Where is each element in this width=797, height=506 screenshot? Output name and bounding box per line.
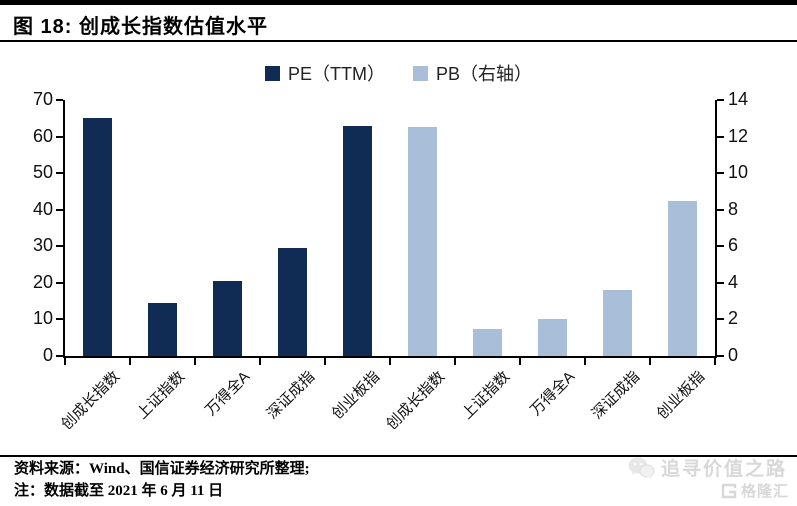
x-axis-tick [714, 358, 716, 365]
x-axis-label: 创业板指 [654, 368, 709, 423]
y-axis-right-tick-label: 10 [728, 162, 749, 183]
y-axis-left-tick [56, 318, 63, 321]
y-axis-right-tick [717, 318, 724, 321]
x-axis-tick [519, 358, 521, 365]
watermark-account-name: 追寻价值之路 [660, 459, 787, 480]
y-axis-right-line [715, 100, 717, 358]
x-axis-tick [64, 358, 66, 365]
gelonghui-g-icon [721, 483, 737, 499]
y-axis-right-tick-label: 8 [728, 198, 739, 219]
y-axis-left-line [63, 100, 65, 358]
legend-label-pe: PE（TTM） [287, 64, 385, 84]
legend-label-pb: PB（右轴） [435, 64, 532, 84]
bar-pb [473, 328, 502, 356]
y-axis-right-tick-label: 2 [728, 308, 739, 329]
bar-pe [278, 248, 307, 356]
y-axis-right-tick [717, 99, 724, 101]
x-axis-label: 万得全A [202, 368, 254, 420]
y-axis-left-tick-label: 50 [32, 162, 53, 183]
bar-pe [148, 302, 177, 356]
y-axis-right-tick-label: 0 [728, 345, 739, 365]
y-axis-left-tick [56, 172, 63, 175]
chart-legend: PE（TTM） PB（右轴） [0, 61, 797, 85]
legend-item-pb: PB（右轴） [412, 60, 532, 86]
bar-pe [343, 126, 372, 356]
y-axis-left-tick-label: 0 [42, 345, 53, 365]
y-axis-right-tick [717, 245, 724, 248]
bar-pb [668, 200, 697, 356]
y-axis-left-tick [56, 135, 63, 138]
x-axis-tick [324, 358, 326, 365]
bar-pe [83, 118, 112, 356]
y-axis-left-tick [56, 99, 63, 101]
bar-pb [603, 290, 632, 356]
y-axis-right-tick-label: 12 [728, 125, 749, 146]
gelonghui-logo: 格隆汇 [721, 480, 789, 501]
y-axis-right-tick-label: 14 [728, 89, 749, 109]
figure-title: 图 18: 创成长指数估值水平 [13, 16, 269, 38]
y-axis-right-tick-label: 4 [728, 271, 739, 292]
y-axis-left-tick [56, 281, 63, 284]
top-border-bar [0, 0, 797, 5]
wechat-bubbles-icon [627, 456, 655, 480]
bar-pb [538, 319, 567, 356]
x-axis-tick [454, 358, 456, 365]
y-axis-left-tick-label: 40 [32, 198, 53, 219]
bar-pb [408, 127, 437, 356]
gelonghui-label: 格隆汇 [740, 483, 789, 500]
x-axis-label: 创成长指数 [58, 368, 124, 434]
x-axis-label: 创成长指数 [383, 368, 449, 434]
x-axis-label: 万得全A [527, 368, 579, 420]
pe-series-swatch-icon [264, 65, 280, 81]
y-axis-right-tick [717, 355, 724, 357]
y-axis-left-tick-label: 70 [32, 89, 53, 109]
x-axis-label: 创业板指 [329, 368, 384, 423]
footer: 资料来源：Wind、国信证券经济研究所整理; 注：数据截至 2021 年 6 月… [14, 458, 310, 502]
y-axis-right-tick [717, 172, 724, 175]
x-axis-label: 上证指数 [459, 368, 514, 423]
x-axis-line [63, 356, 717, 358]
x-axis-label: 上证指数 [134, 368, 189, 423]
y-axis-left-tick [56, 208, 63, 211]
x-axis-tick [259, 358, 261, 365]
x-axis-tick [389, 358, 391, 365]
title-divider [0, 40, 797, 42]
bar-pe [213, 281, 242, 356]
y-axis-right-tick [717, 281, 724, 284]
pb-series-swatch-icon [412, 65, 428, 81]
y-axis-left-tick [56, 355, 63, 357]
legend-item-pe: PE（TTM） [264, 60, 385, 86]
y-axis-left-tick-label: 60 [32, 125, 53, 146]
source-note: 资料来源：Wind、国信证券经济研究所整理; [14, 461, 310, 477]
x-axis-label: 深证成指 [589, 368, 644, 423]
footer-divider [0, 455, 797, 457]
data-cutoff-note: 注：数据截至 2021 年 6 月 11 日 [14, 483, 224, 499]
x-axis-tick [194, 358, 196, 365]
y-axis-right-tick-label: 6 [728, 235, 739, 256]
y-axis-right-tick [717, 135, 724, 138]
x-axis-tick [584, 358, 586, 365]
y-axis-left-tick [56, 245, 63, 248]
watermark-account: 追寻价值之路 [627, 454, 787, 481]
x-axis-label: 深证成指 [264, 368, 319, 423]
y-axis-left-tick-label: 10 [32, 308, 53, 329]
x-axis-tick [129, 358, 131, 365]
y-axis-right-tick [717, 208, 724, 211]
y-axis-left-tick-label: 20 [32, 271, 53, 292]
y-axis-left-tick-label: 30 [32, 235, 53, 256]
x-axis-tick [649, 358, 651, 365]
